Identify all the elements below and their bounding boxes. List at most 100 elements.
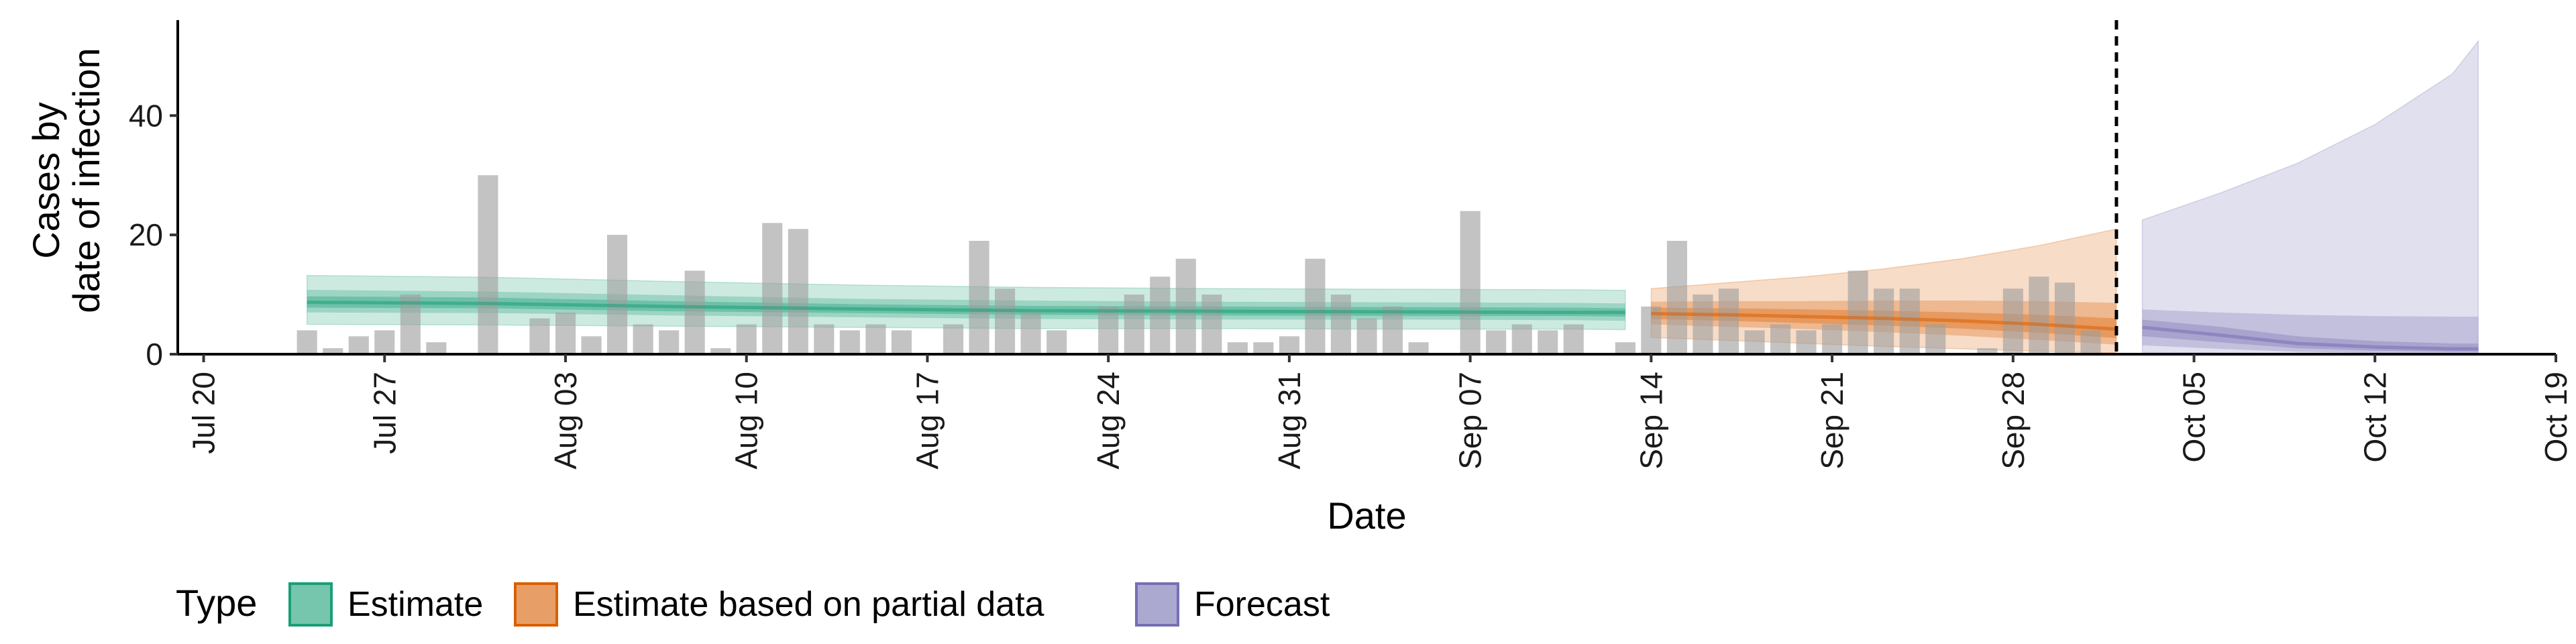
bar [1977, 348, 1998, 354]
x-tick-label: Aug 31 [1272, 372, 1307, 470]
band-inner-forecast [2142, 319, 2479, 352]
bar [1511, 324, 1532, 354]
x-tick-label: Jul 20 [186, 372, 221, 454]
legend-swatch-forecast [1135, 582, 1179, 627]
bar [1305, 258, 1326, 354]
bar [736, 324, 757, 354]
y-axis-ticks: 0 20 40 [129, 98, 178, 372]
x-tick-label: Jul 27 [367, 372, 402, 454]
x-tick-label: Aug 03 [548, 372, 583, 470]
x-tick-label: Sep 07 [1453, 372, 1488, 470]
x-tick-label: Aug 24 [1091, 372, 1126, 470]
x-axis-title: Date [1327, 494, 1406, 537]
median-line-estimate [307, 301, 1625, 315]
bar [969, 241, 989, 354]
bar [607, 235, 628, 354]
bar [762, 223, 783, 354]
y-tick-label: 20 [129, 217, 163, 252]
bar [943, 324, 964, 354]
bar [1124, 294, 1144, 354]
x-tick-label: Aug 17 [910, 372, 945, 470]
x-tick-label: Oct 19 [2538, 372, 2573, 463]
axes: 0 20 40 Jul 20 Jul 27 Aug 03 Aug 10 Aug 17 Aug … [129, 20, 2573, 470]
bar [1460, 211, 1481, 354]
legend-title: Type [176, 582, 257, 624]
legend-label: Estimate [347, 585, 483, 624]
bar [426, 342, 447, 354]
bar [814, 324, 835, 354]
bar [788, 229, 808, 355]
bar [1563, 324, 1584, 354]
bar [1615, 342, 1635, 354]
bar [1098, 306, 1119, 354]
x-axis-ticks: Jul 20 Jul 27 Aug 03 Aug 10 Aug 17 Aug 24 Aug … [186, 354, 2573, 470]
band-outer-estimate [306, 274, 1626, 331]
bar [323, 348, 343, 354]
bar [2029, 276, 2049, 354]
x-tick-label: Sep 28 [1996, 372, 2031, 470]
legend-label: Forecast [1194, 585, 1330, 624]
bar [865, 324, 886, 354]
x-tick-label: Sep 21 [1815, 372, 1849, 470]
bar [374, 330, 395, 354]
bar [555, 312, 576, 355]
bar [1770, 324, 1791, 354]
bar [1330, 294, 1351, 354]
y-axis-title: Cases by date of infection [25, 48, 107, 313]
bar [891, 330, 912, 354]
bar [1744, 330, 1765, 354]
bar [1201, 294, 1222, 354]
bar [1175, 258, 1196, 354]
y-tick-label: 0 [146, 337, 163, 372]
bar [1279, 336, 1299, 354]
bar [710, 348, 731, 354]
x-tick-label: Oct 12 [2357, 372, 2392, 463]
band-outer-forecast [2141, 39, 2479, 355]
bar [1718, 288, 1739, 354]
bar [1408, 342, 1429, 354]
bar [1020, 312, 1041, 355]
bar [1356, 318, 1377, 354]
bar [2054, 282, 2075, 354]
bar [1796, 330, 1817, 354]
legend-swatch-estimate [288, 582, 333, 627]
median-line-estimate-based-on-partial-data [1651, 312, 2117, 331]
bar [633, 324, 653, 354]
legend-items: Estimate Estimate based on partial data Fo… [288, 582, 1330, 627]
bar [1925, 324, 1946, 354]
median-lines [307, 301, 2479, 351]
bar [1538, 330, 1558, 354]
legend-swatch-estimate-based-on-partial-data [514, 582, 558, 627]
bar [1693, 294, 1713, 354]
bar [1227, 342, 1248, 354]
bar [1899, 288, 1920, 354]
bar [581, 336, 602, 354]
bar [1822, 324, 1843, 354]
x-tick-label: Oct 05 [2177, 372, 2212, 463]
bar [839, 330, 860, 354]
bar [1666, 241, 1687, 354]
bar [297, 330, 317, 354]
band-mid-forecast [2142, 309, 2479, 354]
bar [1046, 330, 1067, 354]
legend-label: Estimate based on partial data [573, 585, 1044, 624]
bar [1150, 276, 1171, 354]
bar [1253, 342, 1274, 354]
x-tick-label: Aug 10 [729, 372, 764, 470]
bar [1847, 270, 1868, 354]
legend: Type Estimate Estimate based on partial d… [176, 582, 1330, 627]
bar [684, 270, 705, 354]
bar [995, 288, 1016, 354]
bar [1874, 288, 1894, 354]
bar [1383, 306, 1403, 354]
median-line-forecast [2142, 325, 2479, 351]
bar [659, 330, 680, 354]
x-tick-label: Sep 14 [1633, 372, 1668, 470]
bar [529, 318, 550, 354]
bar [2080, 330, 2101, 354]
y-axis-title-line-2: date of infection [65, 48, 107, 313]
y-tick-label: 40 [129, 98, 163, 133]
bar [478, 175, 498, 354]
bar [348, 336, 369, 354]
